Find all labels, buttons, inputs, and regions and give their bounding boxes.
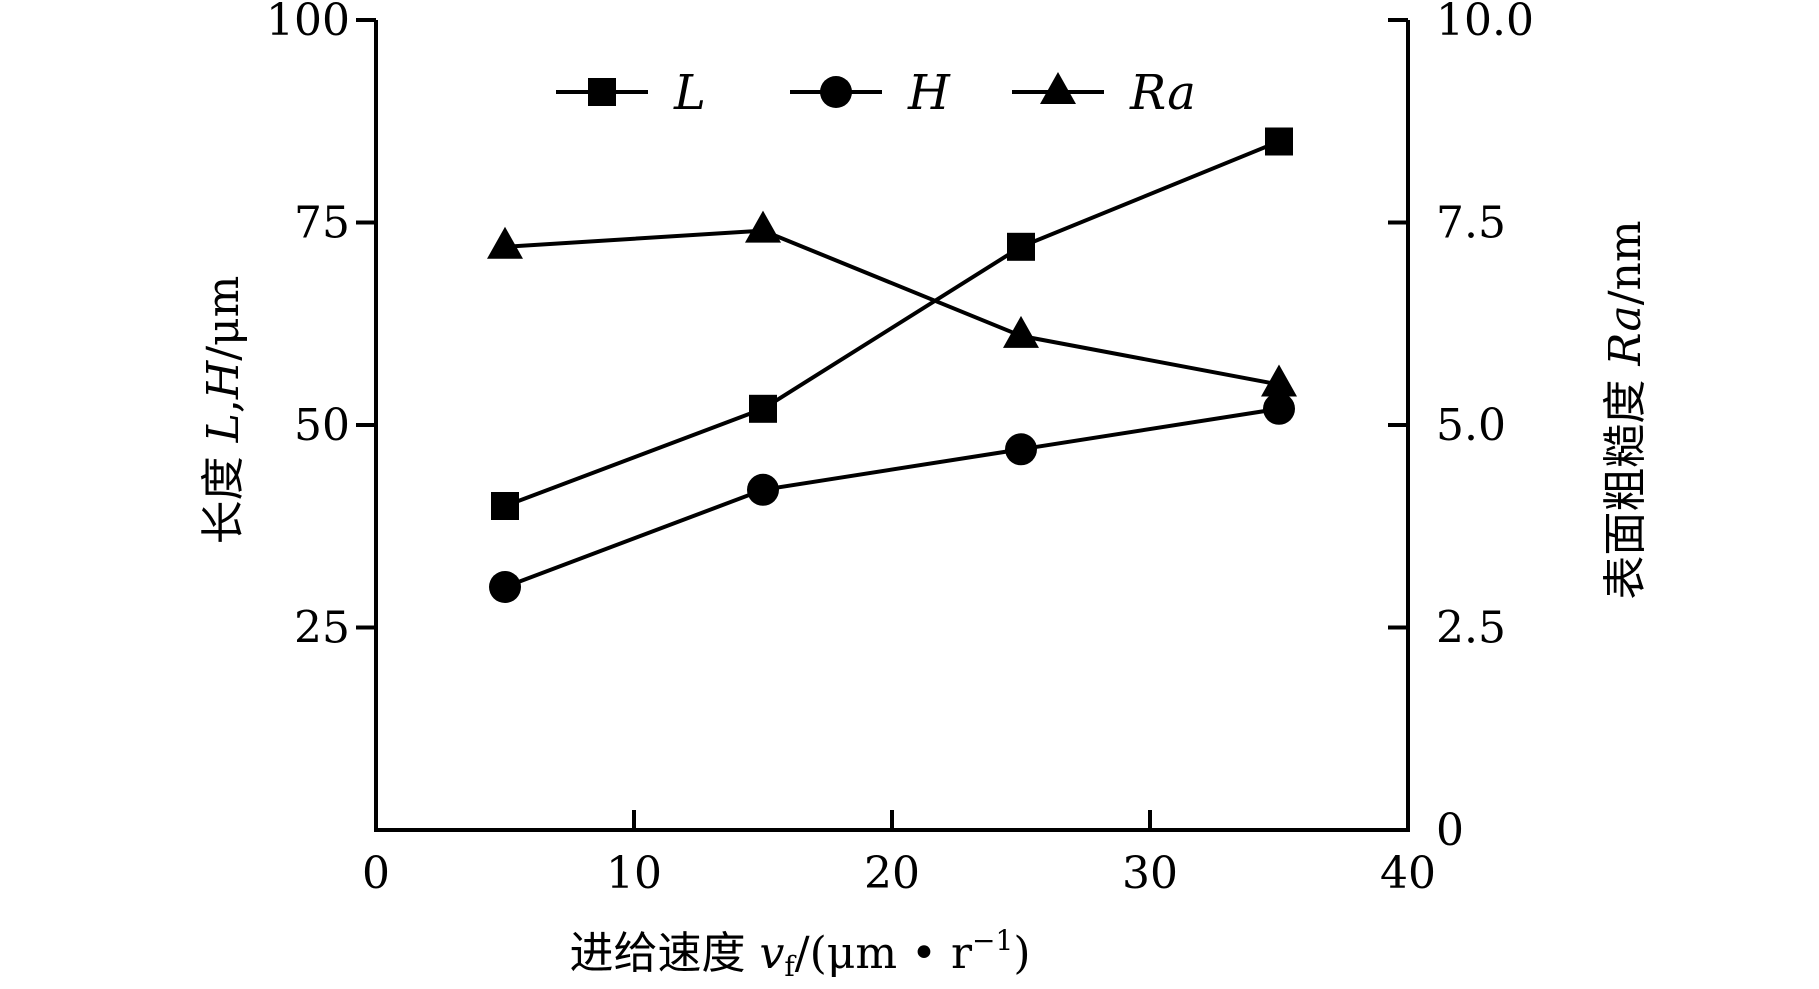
data-point-h (489, 571, 521, 603)
data-point-l (1265, 127, 1293, 156)
y-right-tick-label: 10.0 (1436, 0, 1534, 46)
x-tick-label: 0 (362, 848, 390, 899)
data-point-ra (487, 226, 523, 259)
data-point-ra (1003, 315, 1039, 348)
legend-label-ra: Ra (1129, 65, 1196, 121)
y-right-tick-label: 0 (1436, 805, 1464, 856)
x-axis-title: 进给速度 vf/(μm • r−1) (570, 924, 1031, 983)
series-line-h (504, 406, 1280, 589)
legend-marker-h (820, 76, 852, 108)
y-axis-left-title: 长度 L,H/μm (198, 276, 249, 545)
series-lines (504, 139, 1280, 589)
legend-marker-ra (1040, 72, 1076, 104)
data-point-l (749, 394, 777, 423)
legend-label-h: H (907, 65, 951, 121)
y-left-tick-label: 75 (294, 198, 350, 249)
y-right-tick-label: 2.5 (1436, 603, 1506, 654)
y-right-tick-label: 5.0 (1436, 400, 1506, 451)
y-right-tick-label: 7.5 (1436, 198, 1506, 249)
y-left-tick-label: 50 (294, 400, 350, 451)
tick-marks (356, 18, 1408, 830)
data-point-ra (745, 210, 781, 243)
x-tick-label: 30 (1122, 848, 1178, 899)
data-point-l (491, 492, 519, 520)
data-point-h (1263, 392, 1295, 425)
series-line-ra (504, 228, 1280, 387)
y-axis-right-title: 表面粗糙度 Ra/nm (1600, 220, 1651, 599)
data-point-h (1005, 433, 1037, 466)
series-markers (487, 127, 1297, 603)
axes (374, 20, 1410, 832)
y-left-tick-label: 25 (294, 603, 350, 654)
data-point-ra (1261, 364, 1297, 397)
legend-marker-l (588, 78, 616, 106)
series-line-l (504, 139, 1280, 508)
x-tick-label: 20 (864, 848, 920, 899)
x-tick-label: 40 (1380, 848, 1436, 899)
data-point-l (1007, 232, 1035, 261)
x-tick-label: 10 (606, 848, 662, 899)
y-left-tick-label: 100 (266, 0, 350, 46)
legend: L H Ra (556, 65, 1196, 121)
data-point-h (747, 473, 779, 506)
legend-label-l: L (673, 65, 706, 121)
